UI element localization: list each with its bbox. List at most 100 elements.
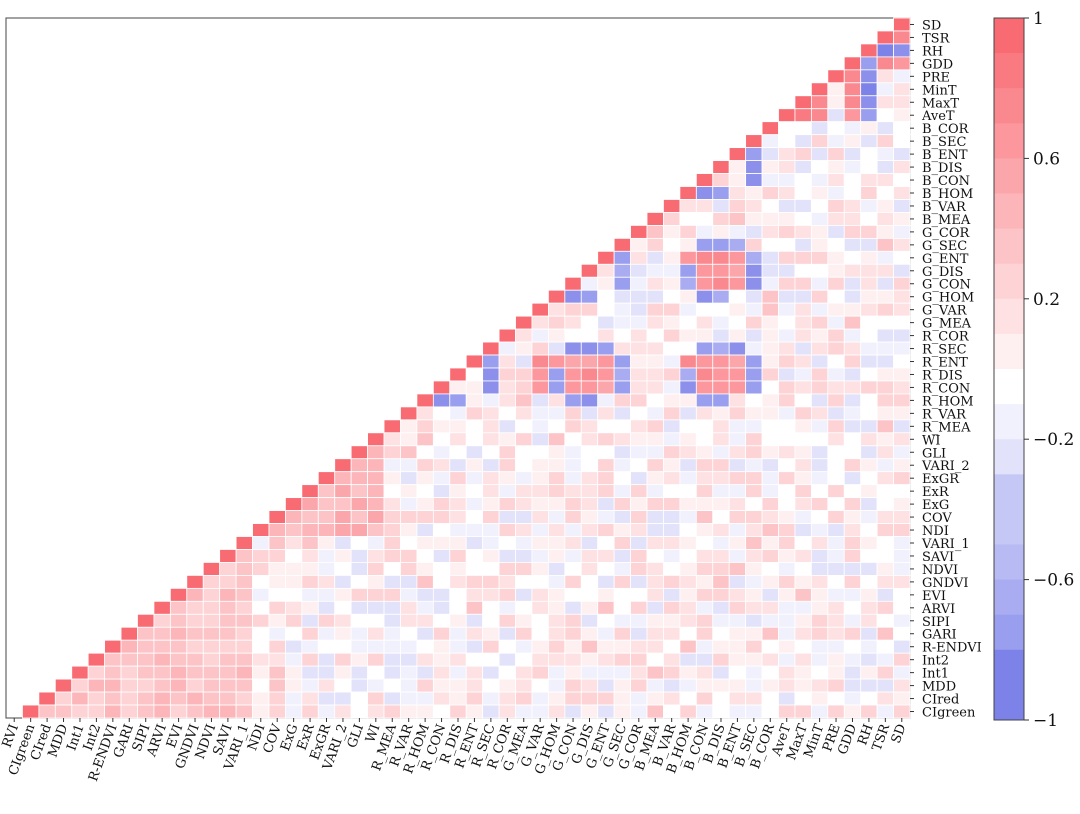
heatmap-cell xyxy=(432,380,451,395)
heatmap-cell xyxy=(515,626,533,641)
heatmap-cell xyxy=(416,626,434,641)
heatmap-cell xyxy=(630,639,648,654)
heatmap-cell xyxy=(679,225,697,239)
heatmap-cell xyxy=(893,497,911,511)
heatmap-cell xyxy=(745,523,763,537)
heatmap-cell xyxy=(695,665,714,680)
heatmap-cell xyxy=(778,354,796,369)
heatmap-cell xyxy=(893,613,911,628)
heatmap-cell xyxy=(646,212,664,226)
heatmap-cell xyxy=(876,587,894,602)
heatmap-cell xyxy=(778,289,796,304)
heatmap-cell xyxy=(728,147,747,161)
heatmap-cell xyxy=(334,704,352,719)
heatmap-cell xyxy=(531,341,549,356)
heatmap-cell xyxy=(400,510,418,524)
heatmap-cell xyxy=(219,575,237,589)
heatmap-cell xyxy=(810,186,829,200)
heatmap-cell xyxy=(876,95,894,110)
heatmap-cell xyxy=(860,626,878,641)
heatmap-cell xyxy=(317,484,336,499)
heatmap-cell xyxy=(646,536,664,550)
heatmap-cell xyxy=(728,432,747,447)
heatmap-cell xyxy=(663,497,681,511)
heatmap-cell xyxy=(679,678,697,693)
heatmap-cell xyxy=(268,665,286,680)
heatmap-cell xyxy=(761,484,779,499)
heatmap-cell xyxy=(794,691,812,706)
heatmap-cell xyxy=(432,678,451,693)
heatmap-cell xyxy=(876,600,894,615)
heatmap-cell xyxy=(416,419,434,434)
heatmap-cell xyxy=(663,237,681,252)
heatmap-cell xyxy=(810,82,829,97)
heatmap-cell xyxy=(235,639,253,654)
heatmap-cell xyxy=(334,458,352,473)
heatmap-cell xyxy=(695,237,714,252)
heatmap-cell xyxy=(712,523,730,537)
heatmap-cell xyxy=(827,237,845,252)
y-tick-label: G_HOM xyxy=(922,291,974,306)
heatmap-cell xyxy=(761,626,779,641)
heatmap-cell xyxy=(482,458,500,473)
heatmap-cell xyxy=(153,704,171,719)
heatmap-cell xyxy=(482,549,500,563)
heatmap-cell xyxy=(432,484,451,499)
heatmap-cell xyxy=(810,147,829,161)
heatmap-cell xyxy=(268,587,286,602)
heatmap-cell xyxy=(810,639,829,654)
heatmap-cell xyxy=(778,432,796,447)
heatmap-cell xyxy=(515,536,533,550)
heatmap-cell xyxy=(630,432,648,447)
heatmap-cell xyxy=(169,678,188,693)
heatmap-cell xyxy=(843,497,862,511)
heatmap-cell xyxy=(761,575,779,589)
heatmap-cell xyxy=(630,315,648,330)
heatmap-cell xyxy=(482,678,500,693)
heatmap-cell xyxy=(334,665,352,680)
heatmap-cell xyxy=(827,626,845,641)
heatmap-cell xyxy=(876,419,894,434)
heatmap-cell xyxy=(893,108,911,123)
heatmap-cell xyxy=(580,600,599,615)
heatmap-cell xyxy=(334,484,352,499)
heatmap-cell xyxy=(449,445,467,460)
heatmap-cell xyxy=(794,147,812,161)
heatmap-cell xyxy=(597,613,615,628)
heatmap-cell xyxy=(679,276,697,291)
heatmap-cell xyxy=(317,549,336,563)
heatmap-cell xyxy=(285,626,303,641)
heatmap-cell xyxy=(860,587,878,602)
heatmap-cell xyxy=(860,121,878,136)
heatmap-cell xyxy=(893,302,911,317)
heatmap-cell xyxy=(695,639,714,654)
heatmap-cell xyxy=(876,186,894,200)
heatmap-cell xyxy=(679,302,697,317)
heatmap-cell xyxy=(498,419,516,434)
heatmap-cell xyxy=(482,523,500,537)
heatmap-cell xyxy=(827,134,845,149)
heatmap-cell xyxy=(827,510,845,524)
heatmap-cell xyxy=(301,497,319,511)
heatmap-cell xyxy=(235,691,253,706)
heatmap-cell xyxy=(350,445,369,460)
heatmap-cell xyxy=(548,341,566,356)
heatmap-cell xyxy=(827,250,845,265)
heatmap-cell xyxy=(843,626,862,641)
heatmap-cell xyxy=(449,575,467,589)
heatmap-cell xyxy=(712,302,730,317)
heatmap-cell xyxy=(564,600,582,615)
heatmap-cell xyxy=(449,458,467,473)
heatmap-cell xyxy=(679,432,697,447)
heatmap-cell xyxy=(745,613,763,628)
heatmap-cell xyxy=(334,652,352,667)
heatmap-cell xyxy=(465,432,484,447)
heatmap-cell xyxy=(186,600,204,615)
y-tick-label: G_SEC xyxy=(922,239,967,254)
heatmap-cell xyxy=(810,225,829,239)
heatmap-cell xyxy=(712,199,730,213)
heatmap-cell xyxy=(712,639,730,654)
heatmap-cell xyxy=(794,471,812,486)
heatmap-cell xyxy=(810,160,829,174)
heatmap-cell xyxy=(745,250,763,265)
